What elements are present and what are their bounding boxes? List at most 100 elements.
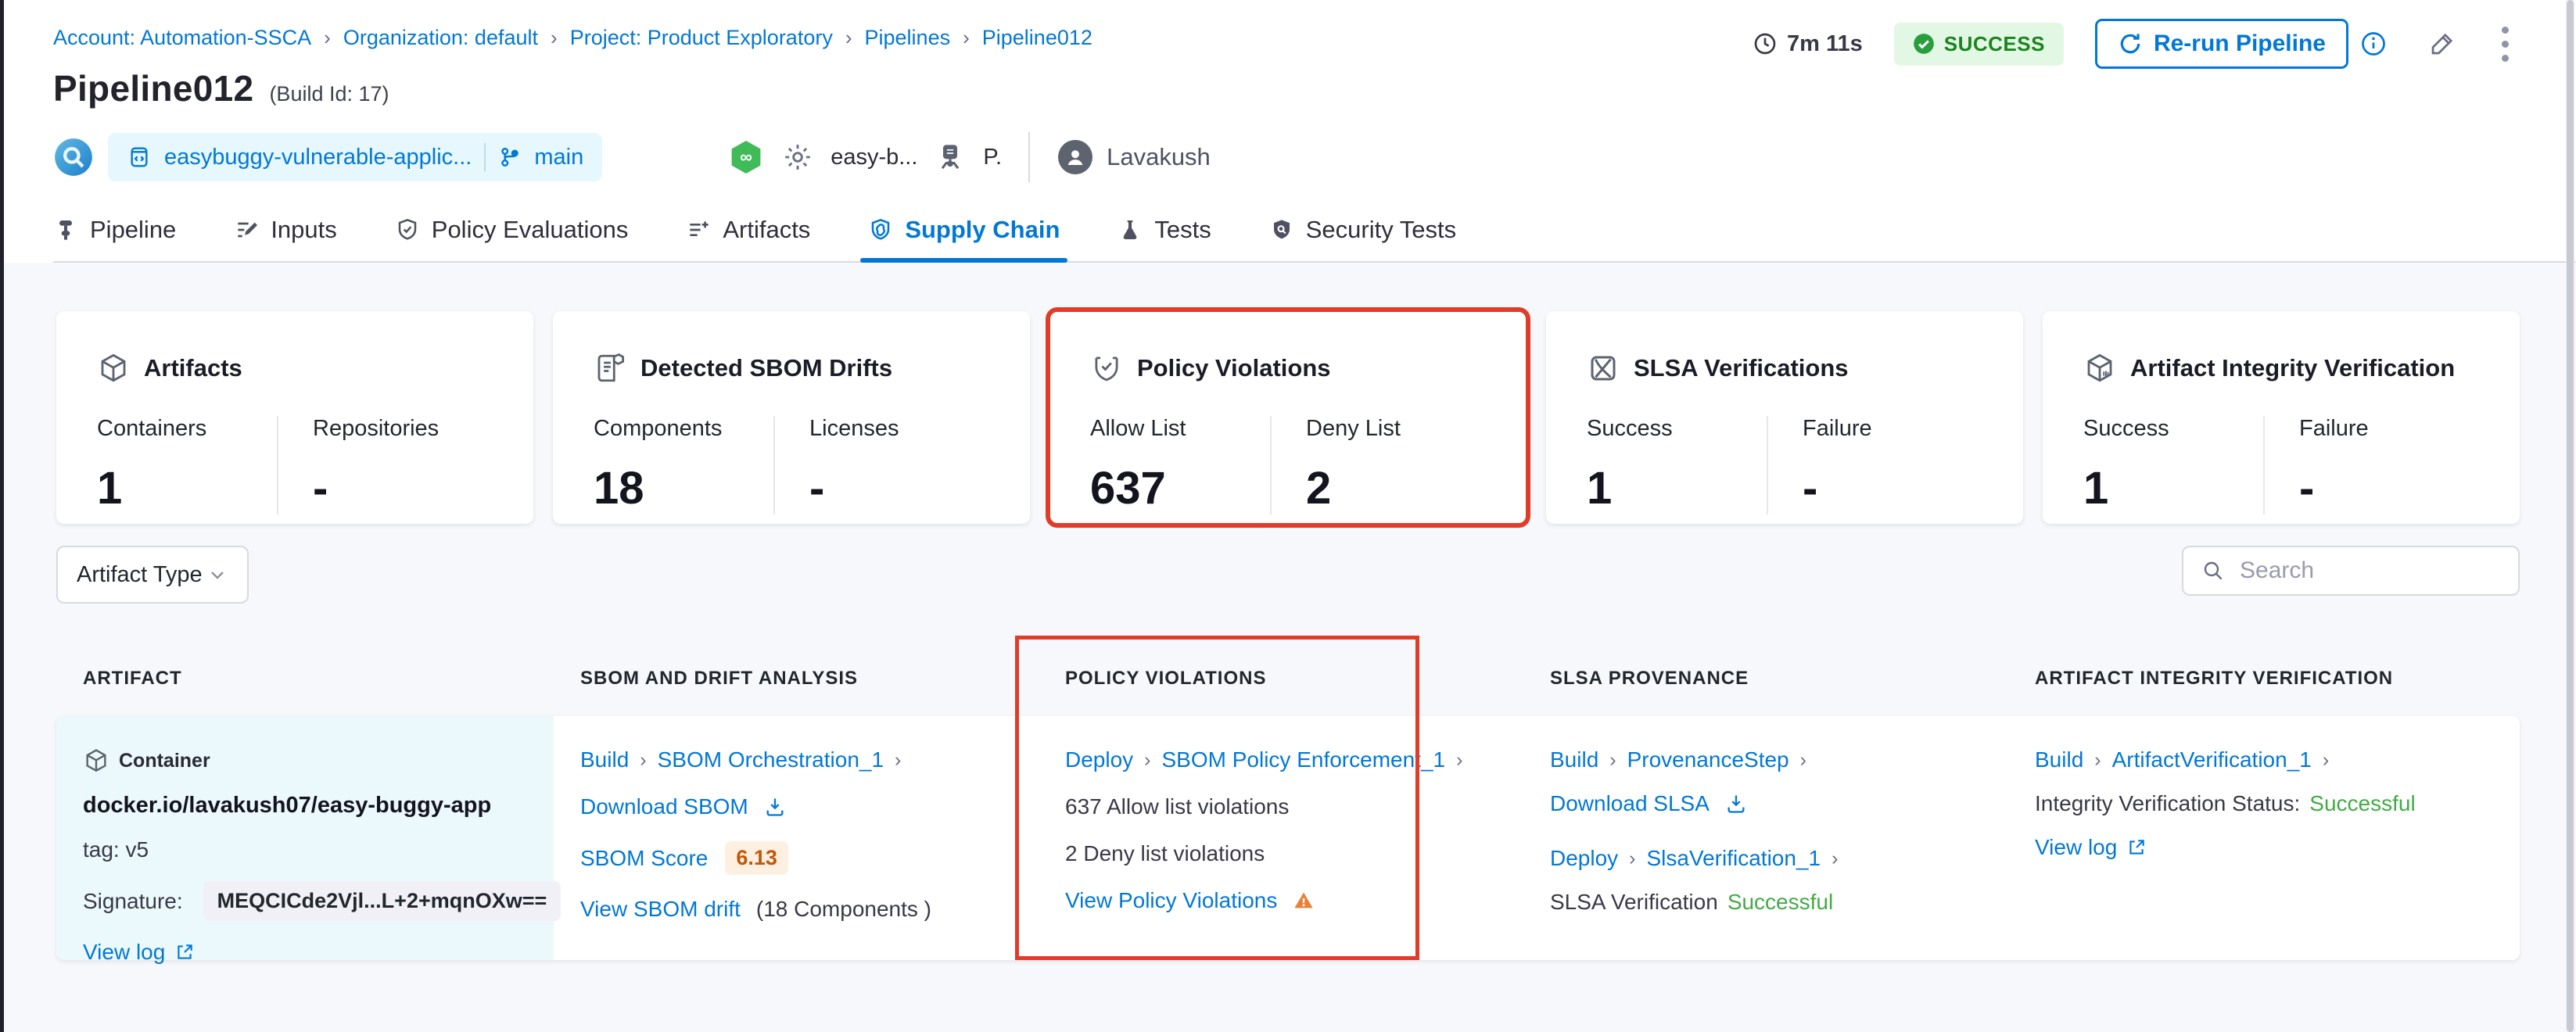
stat-integrity-failure: Failure -: [2263, 416, 2479, 514]
table-row: Container docker.io/lavakush07/easy-bugg…: [56, 716, 2520, 964]
scrollbar-thumb[interactable]: [2567, 0, 2574, 1032]
sbom-step-link[interactable]: SBOM Orchestration_1: [657, 747, 884, 772]
allow-list-violations: 637 Allow list violations: [1065, 794, 1290, 819]
repo-branch-pill[interactable]: easybuggy-vulnerable-applic... main: [108, 133, 603, 181]
card-policy-violations: Policy Violations Allow List 637 Deny Li…: [1046, 307, 1530, 528]
tab-inputs[interactable]: Inputs: [234, 199, 337, 261]
tab-supply-chain[interactable]: Supply Chain: [860, 199, 1068, 263]
nav-edge: [0, 0, 4, 1032]
stat-allow-list: Allow List 637: [1090, 416, 1186, 514]
download-slsa-link[interactable]: Download SLSA: [1550, 791, 1710, 815]
tabbar: Pipeline Inputs Policy Evaluations Artif…: [53, 199, 2576, 263]
pipeline-icon: [53, 217, 78, 242]
slsa-verification-label: SLSA Verification: [1550, 890, 1718, 914]
breadcrumb-pipeline012[interactable]: Pipeline012: [981, 25, 1092, 49]
svg-text:∞: ∞: [740, 147, 752, 167]
artifact-tag: tag: v5: [83, 837, 149, 862]
info-icon[interactable]: [2359, 30, 2388, 58]
artifacts-icon: [686, 217, 711, 242]
breadcrumb-account[interactable]: Account: Automation-SSCA: [53, 25, 312, 49]
breadcrumb-separator: ›: [324, 25, 331, 49]
gear-icon: [782, 142, 813, 173]
stat-licenses: Licenses -: [773, 416, 989, 514]
tab-policy-evaluations[interactable]: Policy Evaluations: [395, 199, 628, 261]
search-input[interactable]: [2240, 557, 2490, 584]
slsa-stage1-link[interactable]: Build: [1550, 747, 1599, 772]
sbom-stage-link[interactable]: Build: [580, 747, 630, 772]
shield-check-icon: [395, 217, 420, 242]
slsa-step1-link[interactable]: ProvenanceStep: [1627, 747, 1789, 772]
stat-slsa-success: Success 1: [1587, 416, 1673, 514]
search-icon: [2201, 558, 2226, 583]
page-title: Pipeline012: [53, 68, 254, 109]
slsa-verification-status: Successful: [1727, 890, 1834, 914]
breadcrumb-pipelines[interactable]: Pipelines: [864, 25, 951, 49]
trigger-abbrev: P.: [983, 144, 1003, 170]
integrity-stage-link[interactable]: Build: [2035, 747, 2084, 772]
tab-label: Pipeline: [90, 216, 177, 243]
scrollbar[interactable]: [2566, 0, 2574, 1032]
warning-icon: [1293, 890, 1315, 912]
policy-cell: Deploy › SBOM Policy Enforcement_1 › 637…: [1065, 747, 1463, 912]
deny-list-violations: 2 Deny list violations: [1065, 841, 1265, 865]
slsa-stage2-link[interactable]: Deploy: [1550, 846, 1619, 870]
status-badge: SUCCESS: [1893, 22, 2064, 66]
integrity-cell: Build › ArtifactVerification_1 › Integri…: [2035, 747, 2416, 859]
download-icon: [1725, 793, 1747, 815]
view-log-link[interactable]: View log: [2035, 835, 2118, 859]
inputs-icon: [234, 217, 259, 242]
signature-value[interactable]: MEQCICde2Vjl...L+2+mqnOXw==: [203, 881, 561, 921]
trigger-icon: [53, 137, 94, 177]
slsa-cell: Build › ProvenanceStep › Download SLSA D…: [1550, 747, 1839, 914]
tab-label: Supply Chain: [905, 216, 1060, 243]
stat-slsa-failure: Failure -: [1767, 416, 1982, 514]
edit-icon[interactable]: [2428, 30, 2456, 58]
more-icon[interactable]: [2502, 26, 2509, 62]
col-header-integrity: ARTIFACT INTEGRITY VERIFICATION: [2035, 668, 2394, 689]
shield-check-icon: [1090, 352, 1123, 385]
sbom-score-link[interactable]: SBOM Score: [580, 845, 709, 870]
card-artifacts: Artifacts Containers 1 Repositories -: [56, 311, 533, 524]
repo-name[interactable]: easybuggy-vulnerable-applic...: [164, 144, 472, 170]
card-title-label: Artifact Integrity Verification: [2130, 354, 2456, 382]
sbom-doc-icon: [594, 352, 626, 385]
card-title-label: Artifacts: [144, 354, 242, 382]
breadcrumb-organization[interactable]: Organization: default: [343, 25, 539, 49]
chevron-down-icon: [206, 564, 228, 586]
shield-scan-icon: [1269, 217, 1294, 242]
artifact-name: docker.io/lavakush07/easy-buggy-app: [83, 793, 492, 818]
stat-repositories: Repositories -: [277, 416, 493, 514]
download-sbom-link[interactable]: Download SBOM: [580, 794, 748, 819]
policy-stage-link[interactable]: Deploy: [1065, 747, 1134, 772]
sbom-drift-count: (18 Components ): [755, 897, 931, 921]
trigger-name[interactable]: easy-b...: [831, 144, 918, 170]
sbom-score-badge: 6.13: [725, 841, 788, 875]
integrity-step-link[interactable]: ArtifactVerification_1: [2111, 747, 2312, 772]
search-box[interactable]: [2182, 546, 2520, 596]
branch-name[interactable]: main: [534, 144, 584, 170]
view-sbom-drift-link[interactable]: View SBOM drift: [580, 897, 741, 921]
tab-pipeline[interactable]: Pipeline: [53, 199, 176, 261]
signature-label: Signature:: [83, 888, 183, 913]
sbom-cell: Build › SBOM Orchestration_1 › Download …: [580, 747, 931, 921]
tab-security-tests[interactable]: Security Tests: [1269, 199, 1456, 261]
webhook-icon: ∞: [727, 138, 765, 176]
user-info: Lavakush: [1028, 132, 1211, 182]
rerun-pipeline-button[interactable]: Re-run Pipeline: [2094, 19, 2348, 69]
breadcrumb: Account: Automation-SSCA › Organization:…: [53, 26, 1092, 50]
policy-step-link[interactable]: SBOM Policy Enforcement_1: [1161, 747, 1446, 772]
integrity-status-label: Integrity Verification Status:: [2035, 791, 2301, 815]
view-policy-violations-link[interactable]: View Policy Violations: [1065, 888, 1278, 912]
avatar-icon: [1058, 140, 1093, 174]
rerun-label: Re-run Pipeline: [2153, 30, 2326, 56]
tab-tests[interactable]: Tests: [1118, 199, 1211, 261]
card-title-label: SLSA Verifications: [1634, 354, 1849, 382]
pipeline-header: Account: Automation-SSCA › Organization:…: [0, 0, 2576, 263]
slsa-step2-link[interactable]: SlsaVerification_1: [1646, 846, 1821, 870]
view-log-link[interactable]: View log: [83, 940, 166, 964]
stat-components: Components 18: [594, 416, 723, 514]
tab-artifacts[interactable]: Artifacts: [686, 199, 810, 261]
branch-icon: [498, 145, 522, 169]
artifact-type-dropdown[interactable]: Artifact Type: [56, 546, 249, 604]
breadcrumb-project[interactable]: Project: Product Exploratory: [569, 25, 833, 49]
